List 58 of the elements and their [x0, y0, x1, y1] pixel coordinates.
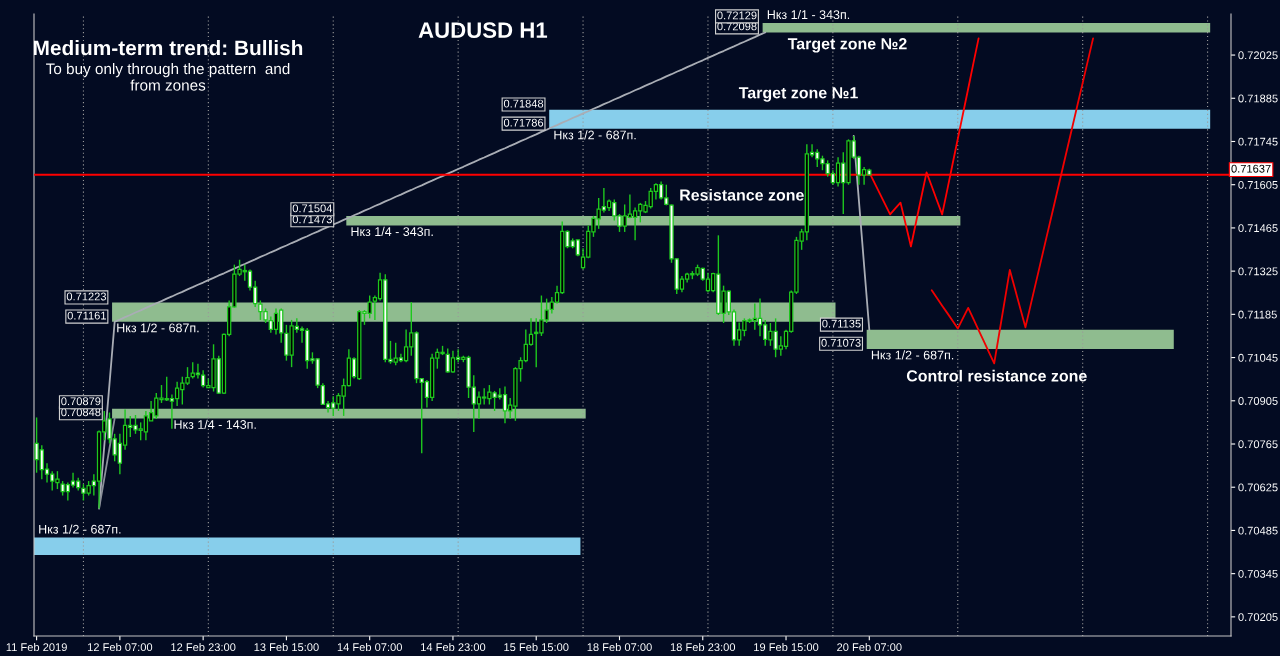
ref-line-label: 0.71637: [1231, 164, 1271, 173]
candlestick: [195, 363, 201, 380]
annotation: Resistance zone: [680, 188, 804, 201]
band-label: Нкз 1/2 - 687п.: [554, 130, 636, 140]
annotation: 0.71161: [67, 311, 106, 320]
annotation: 0.70848: [61, 408, 101, 417]
annotation: Medium-term trend: Bullish: [33, 40, 303, 56]
band-label: Нкз 1/4 - 143п.: [174, 419, 256, 429]
x-tick-label: 15 Feb 15:00: [504, 642, 569, 652]
x-tick-label: 20 Feb 07:00: [837, 642, 902, 652]
y-tick-label: 0.71185: [1238, 310, 1277, 319]
annotation: Target zone №1: [738, 87, 858, 102]
x-tick-label: 18 Feb 07:00: [587, 642, 652, 652]
y-tick-label: 0.70625: [1238, 483, 1278, 492]
x-tick-label: 13 Feb 15:00: [254, 642, 319, 652]
y-tick-label: 0.71885: [1238, 94, 1278, 103]
candlestick: [835, 156, 841, 188]
x-tick-label: 12 Feb 23:00: [171, 642, 236, 652]
annotation: 0.71848: [503, 99, 544, 108]
candlestick: [502, 385, 508, 425]
x-tick-label: 11 Feb 2019: [6, 642, 67, 652]
x-tick-label: 14 Feb 23:00: [421, 642, 486, 652]
band-label: Нкз 1/2 - 687п.: [871, 350, 954, 360]
annotation: Target zone №2: [787, 38, 907, 53]
y-tick-label: 0.71605: [1238, 180, 1278, 189]
annotation: 0.71073: [821, 338, 861, 347]
candlestick: [450, 350, 456, 374]
y-tick-label: 0.71325: [1238, 267, 1278, 276]
annotation: 0.70879: [61, 397, 101, 406]
x-tick-label: 14 Feb 07:00: [337, 642, 402, 652]
annotation: 0.72098: [717, 22, 757, 31]
x-tick-label: 19 Feb 15:00: [754, 642, 819, 652]
x-tick-label: 18 Feb 23:00: [670, 642, 736, 652]
band-label: Нкз 1/4 - 343п.: [351, 226, 433, 237]
annotation: To buy only through the pattern and from zones: [46, 63, 290, 91]
y-tick-label: 0.71045: [1238, 353, 1278, 362]
annotation: 0.71473: [292, 215, 332, 224]
y-tick-label: 0.70905: [1238, 397, 1278, 405]
band-label: Нкз 1/2 - 687п.: [117, 323, 199, 333]
y-tick-label: 0.70205: [1238, 613, 1278, 621]
annotation: 0.71223: [66, 292, 107, 301]
annotation: 0.71504: [292, 204, 333, 213]
y-tick-label: 0.71465: [1238, 224, 1278, 233]
x-tick-label: 12 Feb 07:00: [87, 642, 153, 652]
y-tick-label: 0.70765: [1238, 440, 1278, 449]
y-tick-label: 0.72025: [1238, 51, 1278, 60]
annotation: 0.71135: [822, 319, 861, 328]
candlestick: [476, 390, 482, 420]
y-tick-label: 0.70485: [1238, 526, 1278, 535]
band-label: Нкз 1/1 - 343п.: [767, 9, 850, 20]
annotation: 0.72129: [717, 11, 757, 20]
chart-title: AUDUSD H1: [418, 22, 548, 38]
y-tick-label: 0.70345: [1238, 569, 1278, 578]
annotation: 0.71786: [503, 118, 544, 127]
band-label: Нкз 1/2 - 687п.: [39, 524, 121, 534]
y-tick-label: 0.71745: [1238, 137, 1278, 146]
candlestick: [273, 307, 279, 336]
annotation: Control resistance zone: [906, 369, 1087, 382]
